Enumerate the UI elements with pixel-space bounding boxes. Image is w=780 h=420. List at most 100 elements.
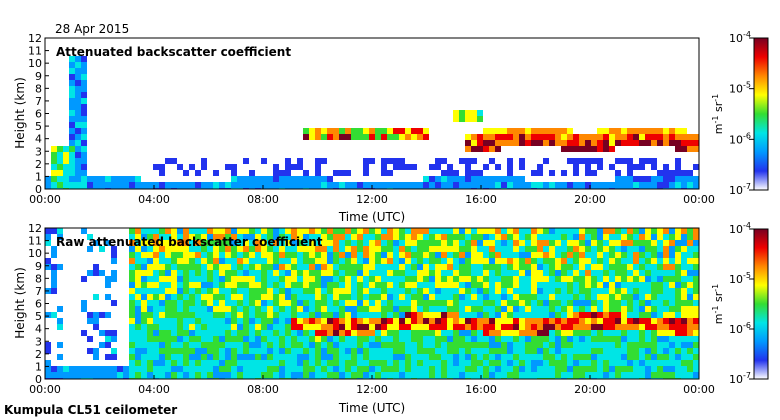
heatmap-cell xyxy=(255,354,261,360)
heatmap-cell xyxy=(279,330,285,336)
heatmap-cell xyxy=(327,252,333,258)
heatmap-cell xyxy=(237,246,243,252)
heatmap-cell xyxy=(201,282,207,288)
heatmap-cell xyxy=(381,282,387,288)
heatmap-cell xyxy=(333,336,339,342)
y-tick-label: 7 xyxy=(35,285,42,298)
heatmap-cell xyxy=(189,276,195,282)
heatmap-cell xyxy=(399,318,405,324)
heatmap-cell xyxy=(195,312,201,318)
heatmap-cell xyxy=(609,276,615,282)
heatmap-cell xyxy=(591,300,597,306)
heatmap-cell xyxy=(585,312,591,318)
heatmap-cell xyxy=(417,234,423,240)
heatmap-cell xyxy=(657,276,663,282)
heatmap-cell xyxy=(285,324,291,330)
heatmap-cell xyxy=(567,324,573,330)
heatmap-cell xyxy=(129,294,135,300)
heatmap-cell xyxy=(255,336,261,342)
heatmap-cell xyxy=(309,176,315,182)
heatmap-cell xyxy=(573,318,579,324)
heatmap-cell xyxy=(423,234,429,240)
heatmap-cell xyxy=(93,348,99,354)
heatmap-cell xyxy=(483,366,489,372)
heatmap-cell xyxy=(495,354,501,360)
heatmap-cell xyxy=(183,246,189,252)
heatmap-cell xyxy=(237,372,243,378)
heatmap-cell xyxy=(207,246,213,252)
heatmap-cell xyxy=(393,312,399,318)
heatmap-cell xyxy=(597,372,603,378)
heatmap-cell xyxy=(471,234,477,240)
heatmap-cell xyxy=(657,354,663,360)
heatmap-cell xyxy=(609,240,615,246)
heatmap-cell xyxy=(201,182,207,188)
heatmap-cell xyxy=(123,372,129,378)
heatmap-cell xyxy=(57,306,63,312)
heatmap-cell xyxy=(567,306,573,312)
heatmap-cell xyxy=(651,270,657,276)
heatmap-cell xyxy=(285,158,291,164)
heatmap-cell xyxy=(465,330,471,336)
heatmap-cell xyxy=(651,182,657,188)
heatmap-cell xyxy=(609,330,615,336)
heatmap-cell xyxy=(135,264,141,270)
heatmap-cell xyxy=(603,360,609,366)
heatmap-cell xyxy=(261,348,267,354)
heatmap-cell xyxy=(291,324,297,330)
heatmap-cell xyxy=(345,342,351,348)
heatmap-cell xyxy=(657,372,663,378)
heatmap-cell xyxy=(159,264,165,270)
heatmap-cell xyxy=(537,336,543,342)
heatmap-cell xyxy=(387,300,393,306)
heatmap-cell xyxy=(549,294,555,300)
heatmap-cell xyxy=(237,336,243,342)
heatmap-cell xyxy=(87,372,93,378)
heatmap-cell xyxy=(399,234,405,240)
heatmap-cell xyxy=(351,342,357,348)
heatmap-cell xyxy=(525,182,531,188)
heatmap-cell xyxy=(291,252,297,258)
heatmap-cell xyxy=(585,282,591,288)
heatmap-cell xyxy=(225,240,231,246)
heatmap-cell xyxy=(213,366,219,372)
heatmap-cell xyxy=(615,264,621,270)
heatmap-cell xyxy=(231,164,237,170)
heatmap-cell xyxy=(663,306,669,312)
heatmap-cell xyxy=(399,342,405,348)
heatmap-cell xyxy=(339,342,345,348)
heatmap-cell xyxy=(567,182,573,188)
heatmap-cell xyxy=(267,306,273,312)
heatmap-cell xyxy=(309,246,315,252)
heatmap-cell xyxy=(687,354,693,360)
heatmap-cell xyxy=(489,246,495,252)
heatmap-cell xyxy=(171,246,177,252)
heatmap-cell xyxy=(339,234,345,240)
heatmap-cell xyxy=(315,182,321,188)
heatmap-cell xyxy=(465,270,471,276)
heatmap-cell xyxy=(339,318,345,324)
heatmap-cell xyxy=(597,246,603,252)
heatmap-cell xyxy=(651,372,657,378)
heatmap-cell xyxy=(345,240,351,246)
heatmap-cell xyxy=(57,146,63,152)
heatmap-cell xyxy=(411,240,417,246)
heatmap-cell xyxy=(591,330,597,336)
heatmap-cell xyxy=(609,348,615,354)
heatmap-cell xyxy=(333,170,339,176)
heatmap-cell xyxy=(561,342,567,348)
heatmap-cell xyxy=(489,158,495,164)
heatmap-cell xyxy=(597,294,603,300)
heatmap-cell xyxy=(645,140,651,146)
heatmap-cell xyxy=(693,252,699,258)
heatmap-cell xyxy=(423,228,429,234)
heatmap-cell xyxy=(639,240,645,246)
heatmap-cell xyxy=(213,324,219,330)
heatmap-cell xyxy=(645,282,651,288)
heatmap-cell xyxy=(495,312,501,318)
heatmap-cell xyxy=(255,348,261,354)
heatmap-cell xyxy=(213,246,219,252)
heatmap-cell xyxy=(249,342,255,348)
heatmap-cell xyxy=(519,354,525,360)
heatmap-cell xyxy=(471,110,477,116)
